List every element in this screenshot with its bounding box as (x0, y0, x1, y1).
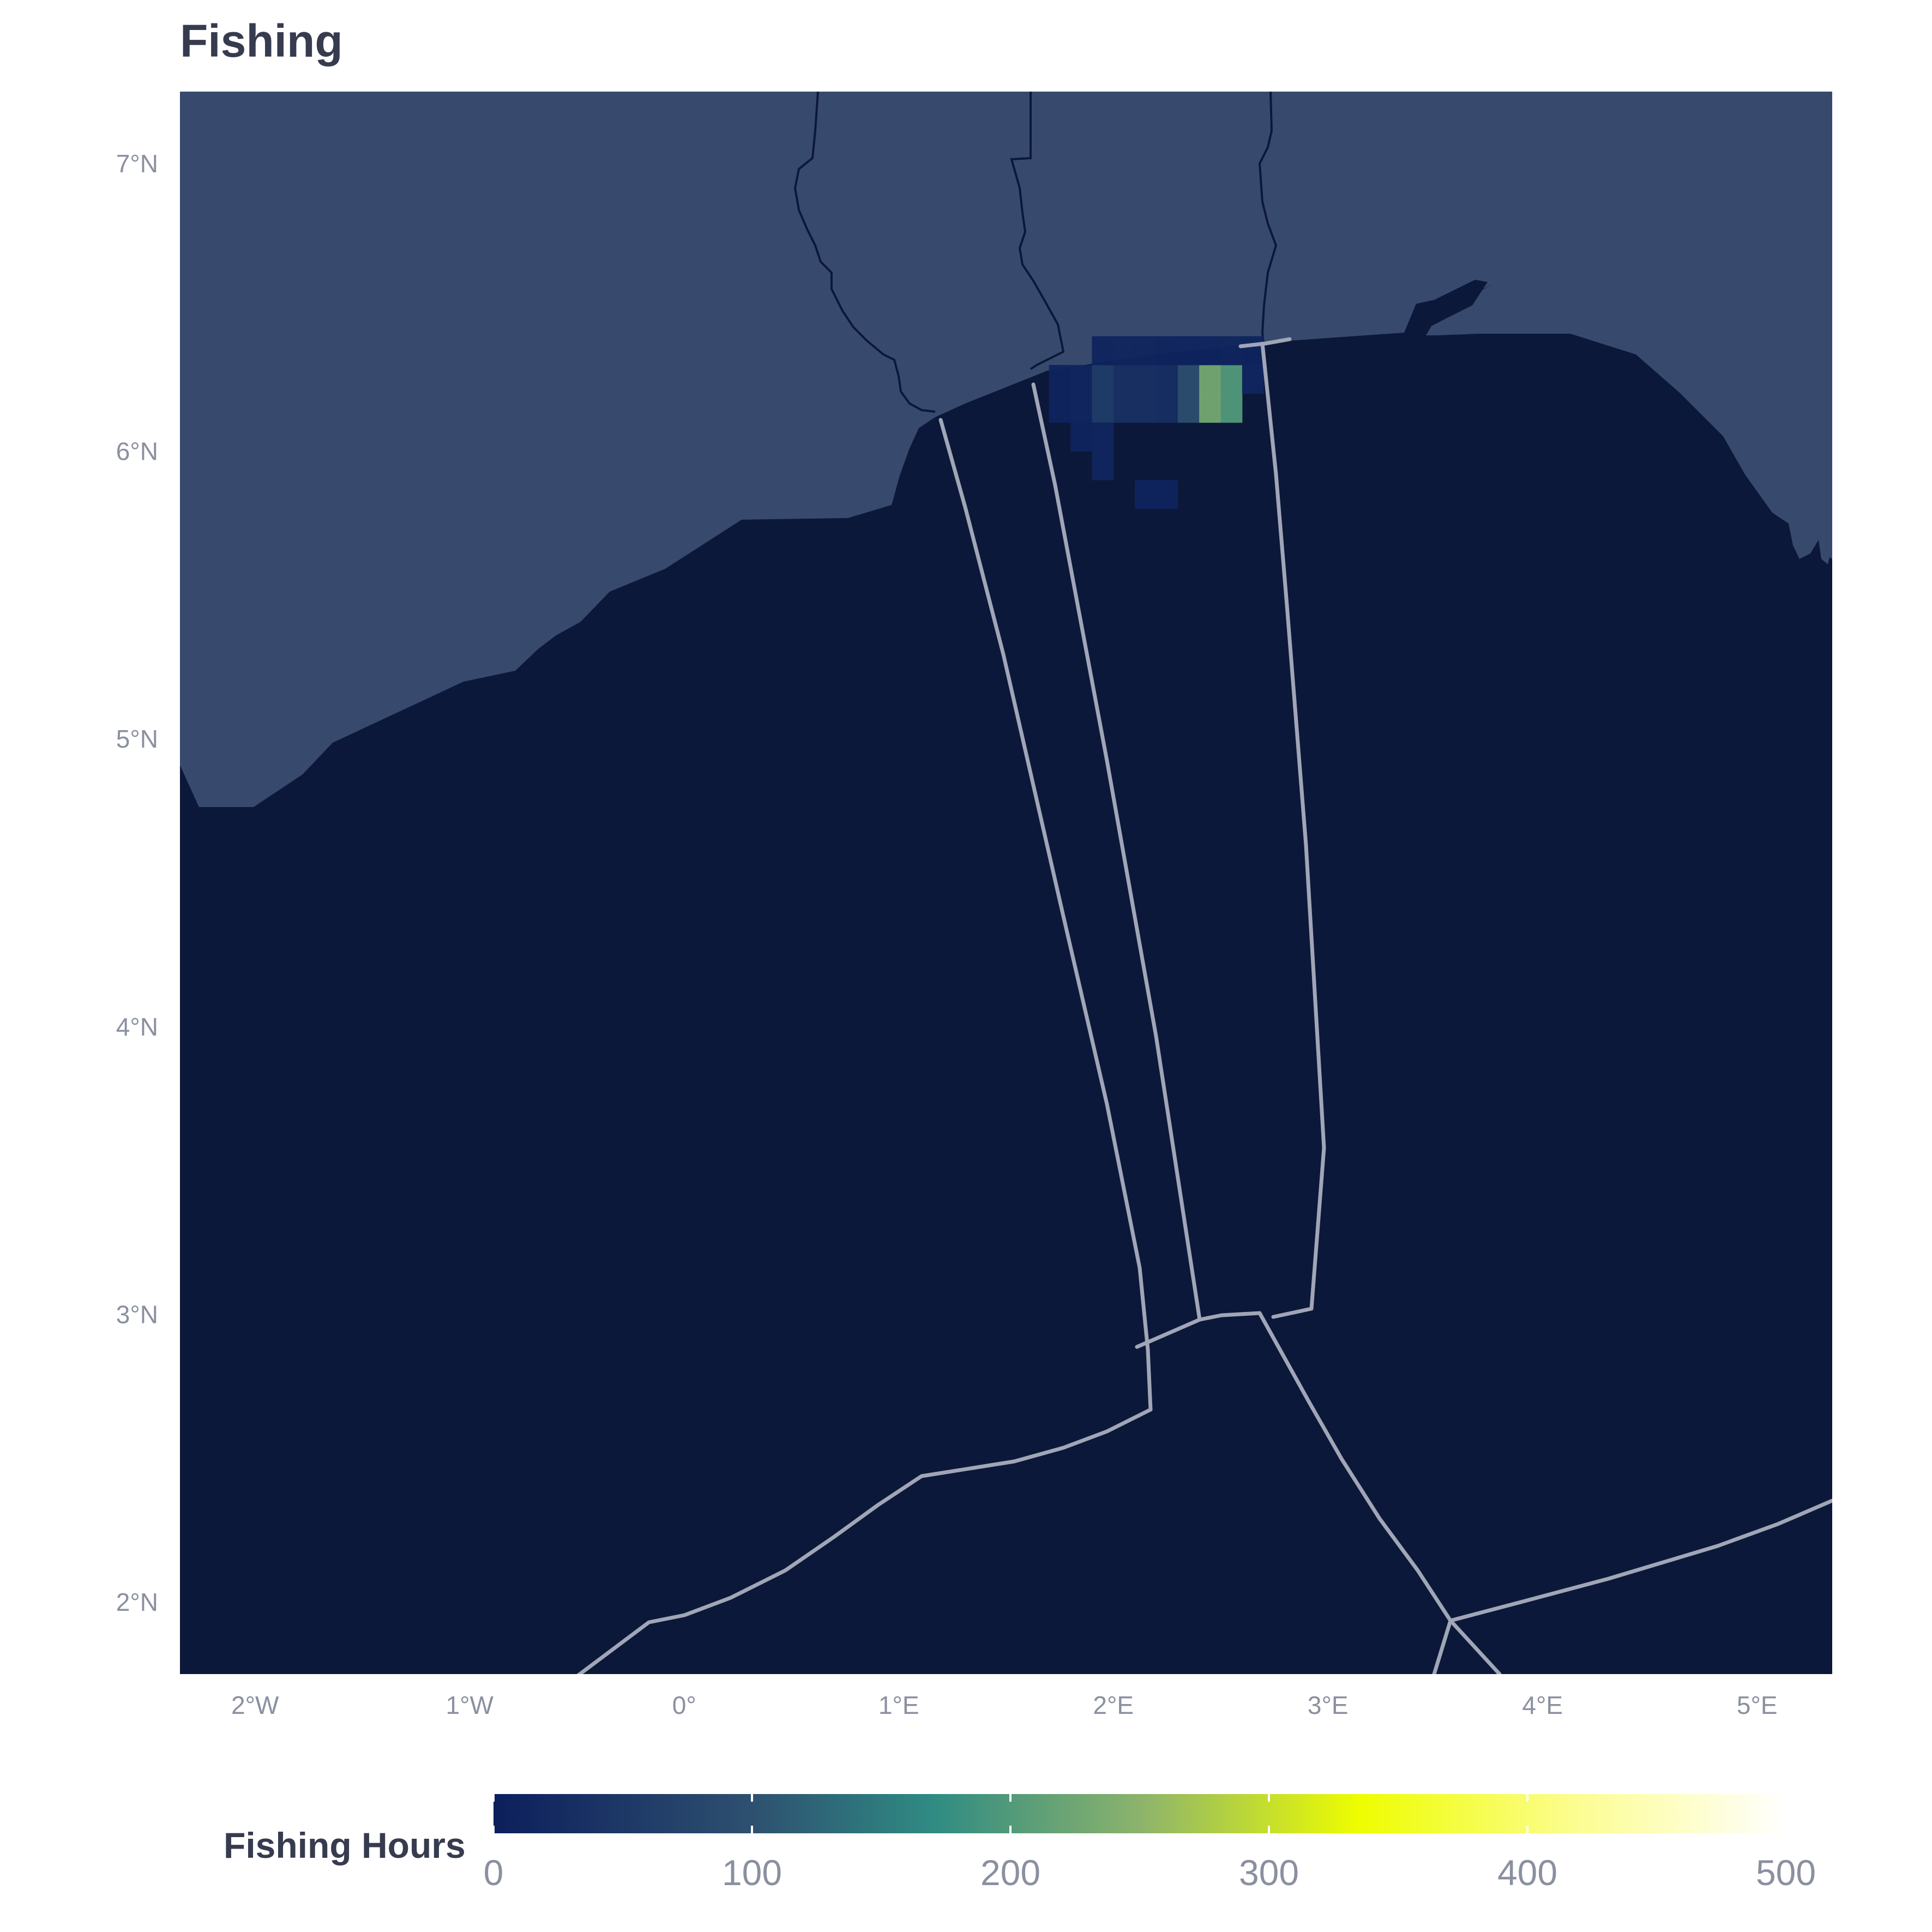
fishing-cell (1092, 451, 1114, 480)
fishing-cell (1070, 394, 1092, 423)
fishing-cell (1156, 394, 1178, 423)
coastal-eez-tick (1238, 337, 1292, 348)
legend-tick-label: 0 (484, 1852, 504, 1893)
benin-nigeria-eez-line (1260, 341, 1326, 1319)
y-tick-label: 4°N (116, 1013, 158, 1041)
land-borders (793, 92, 1278, 413)
legend-title: Fishing Hours (224, 1825, 466, 1865)
fishing-cell (1199, 365, 1221, 394)
fishing-cell (1220, 336, 1243, 365)
south-boundary-line (1432, 1618, 1453, 1674)
fishing-cell (1220, 394, 1243, 423)
fishing-effort-grid (1049, 336, 1264, 509)
fishing-cell (1135, 365, 1157, 394)
fishing-cell (1049, 365, 1071, 394)
fishing-cell (1135, 480, 1157, 509)
x-tick-label: 5°E (1737, 1691, 1778, 1719)
legend-tick-label: 200 (980, 1852, 1040, 1893)
ghana-togo-border (793, 92, 936, 413)
legend-tick-label: 100 (722, 1852, 782, 1893)
legend-colorbar (493, 1794, 1786, 1833)
niger-delta-water (1794, 567, 1832, 619)
legend-ticks: 0 100 200 300 400 500 (484, 1794, 1816, 1893)
fishing-cell (1156, 480, 1178, 509)
x-tick-label: 0° (672, 1691, 696, 1719)
fishing-cell (1113, 336, 1135, 365)
map-title: Fishing (180, 15, 343, 67)
fishing-cell (1092, 422, 1114, 452)
fishing-cell (1242, 336, 1264, 365)
x-tick-label: 2°W (231, 1691, 279, 1719)
fishing-cell (1070, 422, 1092, 452)
fishing-cell (1177, 336, 1200, 365)
x-tick-label: 2°E (1093, 1691, 1134, 1719)
togo-wedge-south-edge (1135, 1311, 1262, 1349)
togo-benin-border (1010, 92, 1065, 370)
y-axis: 7°N 6°N 5°N 4°N 3°N 2°N (116, 149, 158, 1616)
eez-boundaries (576, 337, 1832, 1674)
legend-tick-label: 400 (1497, 1852, 1557, 1893)
fishing-cell (1156, 365, 1178, 394)
fishing-cell (1092, 365, 1114, 394)
x-tick-label: 3°E (1308, 1691, 1349, 1719)
y-tick-label: 7°N (116, 149, 158, 178)
fishing-cell (1199, 336, 1221, 365)
benin-outer-eez-line (1257, 1311, 1453, 1623)
fishing-cell (1049, 394, 1071, 423)
nigeria-outer-eez-line (1448, 1498, 1832, 1623)
togo-benin-eez-line (1031, 382, 1202, 1322)
y-tick-label: 2°N (116, 1588, 158, 1616)
fishing-cell (1135, 394, 1157, 423)
x-tick-label: 4°E (1522, 1691, 1563, 1719)
x-tick-label: 1°E (878, 1691, 919, 1719)
south-boundary-line-east (1448, 1618, 1502, 1674)
legend-tick-label: 300 (1239, 1852, 1299, 1893)
fishing-cell (1156, 336, 1178, 365)
fishing-cell (1070, 365, 1092, 394)
x-tick-label: 1°W (446, 1691, 494, 1719)
y-tick-label: 6°N (116, 437, 158, 466)
x-axis: 2°W 1°W 0° 1°E 2°E 3°E 4°E 5°E (231, 1691, 1778, 1719)
west-african-coastline-land (180, 92, 1832, 807)
color-legend: Fishing Hours 0 100 200 300 400 500 (224, 1794, 1816, 1893)
fishing-cell (1199, 394, 1221, 423)
fishing-cell (1092, 394, 1114, 423)
legend-tick-label: 500 (1756, 1852, 1816, 1893)
fishing-cell (1177, 365, 1200, 394)
fishing-cell (1092, 336, 1114, 365)
fishing-cell (1242, 365, 1264, 394)
fishing-cell (1113, 394, 1135, 423)
fishing-cell (1177, 394, 1200, 423)
ghana-outer-eez-line (576, 1407, 1153, 1674)
map-panel[interactable] (180, 92, 1832, 1680)
ghana-togo-eez-line (938, 418, 1153, 1412)
y-tick-label: 5°N (116, 725, 158, 753)
fishing-cell (1135, 336, 1157, 365)
fishing-cell (1220, 365, 1243, 394)
y-tick-label: 3°N (116, 1300, 158, 1328)
fishing-cell (1113, 365, 1135, 394)
benin-nigeria-border (1258, 92, 1278, 350)
